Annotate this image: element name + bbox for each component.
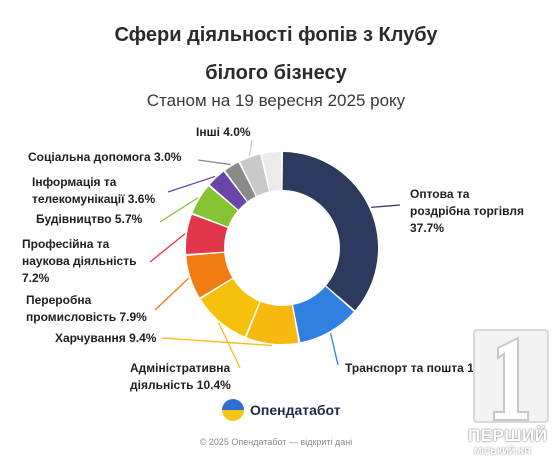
leader-line-4 [218, 322, 241, 369]
slice-label-8: Інформація та телекомунікації 3.6% [32, 175, 155, 206]
opendatabot-logo-icon [222, 399, 244, 421]
slice-label-2: Транспорт та пошта 11.1% [345, 361, 501, 375]
leader-line-9 [197, 159, 231, 166]
logo-text: Опендатабот [250, 402, 341, 418]
footer-credit: © 2025 Опендатабот — відкриті дані [199, 437, 353, 447]
donut-slice-8 [209, 171, 247, 210]
watermark-logo [473, 329, 549, 423]
slice-label-1: Оптова та роздрібна торгівля 37.7% [410, 187, 524, 235]
chart-title-line1: Сфери діяльності фопів з Клубу [114, 24, 438, 46]
chart-title-line2: білого бізнесу [205, 62, 347, 84]
slice-label-4: Адміністративна діяльність 10.4% [130, 361, 231, 392]
watermark-text-line2: МІСЬКИЙ.KR [474, 446, 531, 456]
donut-slice-1 [282, 152, 378, 311]
leader-line-2 [329, 332, 339, 366]
leader-line-7 [159, 197, 199, 223]
slice-label-6: Професійна та наукова діяльність 7.2% [22, 237, 136, 285]
slice-label-9: Соціальна допомога 3.0% [28, 150, 182, 164]
donut-slice-2 [293, 286, 354, 343]
leader-line-3 [161, 337, 272, 347]
leader-line-8 [167, 175, 216, 193]
leader-line-5 [154, 277, 190, 311]
slice-label-7: Будівництво 5.7% [36, 212, 143, 226]
donut-slice-9 [225, 162, 256, 202]
donut-slice-4 [200, 278, 260, 337]
donut-slice-10 [240, 154, 269, 196]
slice-label-5: Переробна промисловість 7.9% [26, 293, 147, 324]
donut-slice-11 [262, 152, 282, 192]
watermark-text-line1: ПЕРШИЙ [468, 426, 548, 445]
donut-slice-7 [192, 186, 238, 227]
donut-slice-6 [186, 214, 228, 254]
leader-line-6 [149, 233, 186, 263]
leader-line-1 [371, 204, 401, 209]
opendatabot-logo: Опендатабот [222, 398, 341, 422]
donut-slice-5 [186, 252, 233, 298]
donut-slice-3 [246, 301, 299, 344]
chart-subtitle: Станом на 19 вересня 2025 року [146, 91, 406, 110]
slice-label-3: Харчування 9.4% [55, 331, 157, 345]
slice-label-10: Інші 4.0% [196, 125, 251, 139]
leader-line-10 [248, 139, 253, 156]
